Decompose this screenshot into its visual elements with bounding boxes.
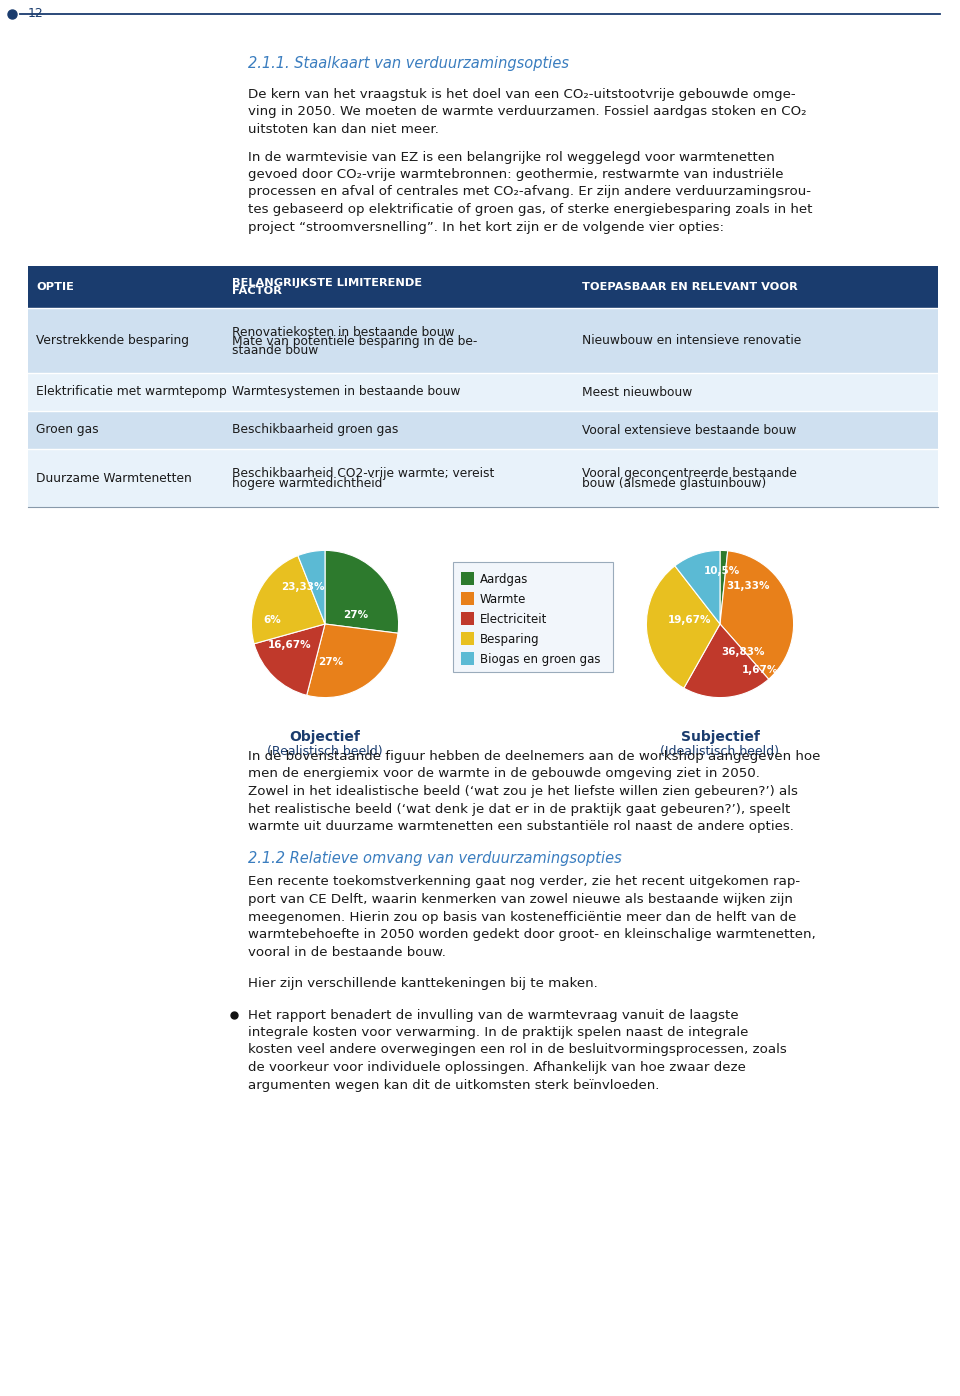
- Text: 23,33%: 23,33%: [281, 582, 324, 592]
- Text: de voorkeur voor individuele oplossingen. Afhankelijk van hoe zwaar deze: de voorkeur voor individuele oplossingen…: [248, 1061, 746, 1074]
- Text: Beschikbaarheid CO2-vrije warmte; vereist: Beschikbaarheid CO2-vrije warmte; vereis…: [231, 468, 494, 480]
- Bar: [461, 611, 474, 625]
- Text: 6%: 6%: [263, 616, 281, 625]
- Text: warmtebehoefte in 2050 worden gedekt door groot- en kleinschalige warmtenetten,: warmtebehoefte in 2050 worden gedekt doo…: [248, 928, 816, 941]
- Text: 31,33%: 31,33%: [726, 581, 770, 591]
- Text: Groen gas: Groen gas: [36, 423, 99, 437]
- Text: Vooral extensieve bestaande bouw: Vooral extensieve bestaande bouw: [582, 423, 797, 437]
- Text: men de energiemix voor de warmte in de gebouwde omgeving ziet in 2050.: men de energiemix voor de warmte in de g…: [248, 768, 760, 780]
- Text: Aardgas: Aardgas: [480, 572, 528, 586]
- Wedge shape: [306, 624, 398, 698]
- Text: warmte uit duurzame warmtenetten een substantiële rol naast de andere opties.: warmte uit duurzame warmtenetten een sub…: [248, 819, 794, 833]
- Text: Subjectief: Subjectief: [681, 730, 759, 744]
- Text: argumenten wegen kan dit de uitkomsten sterk beïnvloeden.: argumenten wegen kan dit de uitkomsten s…: [248, 1079, 660, 1092]
- Text: 2.1.2 Relatieve omvang van verduurzamingsopties: 2.1.2 Relatieve omvang van verduurzaming…: [248, 852, 622, 867]
- Text: project “stroomversnelling”. In het kort zijn er de volgende vier opties:: project “stroomversnelling”. In het kort…: [248, 221, 724, 233]
- Text: port van CE Delft, waarin kenmerken van zowel nieuwe als bestaande wijken zijn: port van CE Delft, waarin kenmerken van …: [248, 893, 793, 906]
- Bar: [461, 592, 474, 604]
- Text: meegenomen. Hierin zou op basis van kostenefficiëntie meer dan de helft van de: meegenomen. Hierin zou op basis van kost…: [248, 910, 797, 924]
- Text: 27%: 27%: [344, 610, 369, 620]
- Text: Meest nieuwbouw: Meest nieuwbouw: [582, 385, 692, 398]
- Text: Biogas en groen gas: Biogas en groen gas: [480, 653, 601, 666]
- Text: bouw (alsmede glastuinbouw): bouw (alsmede glastuinbouw): [582, 476, 766, 490]
- Text: Hier zijn verschillende kanttekeningen bij te maken.: Hier zijn verschillende kanttekeningen b…: [248, 977, 598, 990]
- Bar: [28, 309, 938, 373]
- Text: processen en afval of centrales met CO₂-afvang. Er zijn andere verduurzamingsrou: processen en afval of centrales met CO₂-…: [248, 186, 811, 198]
- Text: vooral in de bestaande bouw.: vooral in de bestaande bouw.: [248, 945, 446, 959]
- Text: kosten veel andere overwegingen een rol in de besluitvormingsprocessen, zoals: kosten veel andere overwegingen een rol …: [248, 1043, 787, 1057]
- Bar: [461, 632, 474, 645]
- Text: TOEPASBAAR EN RELEVANT VOOR: TOEPASBAAR EN RELEVANT VOOR: [582, 282, 798, 292]
- Text: Een recente toekomstverkenning gaat nog verder, zie het recent uitgekomen rap-: Een recente toekomstverkenning gaat nog …: [248, 875, 800, 888]
- Text: 2.1.1. Staalkaart van verduurzamingsopties: 2.1.1. Staalkaart van verduurzamingsopti…: [248, 56, 569, 71]
- Text: In de warmtevisie van EZ is een belangrijke rol weggelegd voor warmtenetten: In de warmtevisie van EZ is een belangri…: [248, 151, 775, 163]
- Text: BELANGRIJKSTE LIMITERENDE: BELANGRIJKSTE LIMITERENDE: [231, 278, 421, 289]
- Text: Het rapport benadert de invulling van de warmtevraag vanuit de laagste: Het rapport benadert de invulling van de…: [248, 1008, 738, 1022]
- Text: Renovatiekosten in bestaande bouw: Renovatiekosten in bestaande bouw: [231, 327, 454, 339]
- Text: Elektrificatie met warmtepomp: Elektrificatie met warmtepomp: [36, 385, 227, 398]
- Wedge shape: [684, 624, 769, 698]
- Text: (Realistisch beeld): (Realistisch beeld): [267, 745, 383, 758]
- Text: 10,5%: 10,5%: [704, 565, 739, 577]
- Text: ving in 2050. We moeten de warmte verduurzamen. Fossiel aardgas stoken en CO₂: ving in 2050. We moeten de warmte verduu…: [248, 106, 806, 119]
- Wedge shape: [325, 550, 398, 634]
- Text: gevoed door CO₂-vrije warmtebronnen: geothermie, restwarmte van industriële: gevoed door CO₂-vrije warmtebronnen: geo…: [248, 168, 783, 181]
- Text: uitstoten kan dan niet meer.: uitstoten kan dan niet meer.: [248, 123, 439, 135]
- Text: tes gebaseerd op elektrificatie of groen gas, of sterke energiebesparing zoals i: tes gebaseerd op elektrificatie of groen…: [248, 202, 812, 216]
- Text: 16,67%: 16,67%: [268, 639, 311, 649]
- Text: Vooral geconcentreerde bestaande: Vooral geconcentreerde bestaande: [582, 468, 797, 480]
- Text: OPTIE: OPTIE: [36, 282, 74, 292]
- Text: Electriciteit: Electriciteit: [480, 613, 547, 625]
- Wedge shape: [720, 551, 794, 680]
- Text: De kern van het vraagstuk is het doel van een CO₂-uitstootvrije gebouwde omge-: De kern van het vraagstuk is het doel va…: [248, 88, 796, 101]
- Wedge shape: [646, 565, 720, 688]
- Text: 19,67%: 19,67%: [667, 616, 710, 625]
- Text: FACTOR: FACTOR: [231, 286, 281, 296]
- Text: Duurzame Warmtenetten: Duurzame Warmtenetten: [36, 472, 192, 484]
- Wedge shape: [720, 550, 728, 624]
- Bar: [28, 450, 938, 507]
- Text: Mate van potentiële besparing in de be-: Mate van potentiële besparing in de be-: [231, 335, 477, 348]
- Text: staande bouw: staande bouw: [231, 343, 318, 357]
- Wedge shape: [675, 550, 720, 624]
- Bar: [28, 373, 938, 410]
- Text: Zowel in het idealistische beeld (‘wat zou je het liefste willen zien gebeuren?’: Zowel in het idealistische beeld (‘wat z…: [248, 785, 798, 799]
- Text: In de bovenstaande figuur hebben de deelnemers aan de workshop aangegeven hoe: In de bovenstaande figuur hebben de deel…: [248, 750, 821, 764]
- Text: het realistische beeld (‘wat denk je dat er in de praktijk gaat gebeuren?’), spe: het realistische beeld (‘wat denk je dat…: [248, 803, 790, 815]
- Text: Warmtesystemen in bestaande bouw: Warmtesystemen in bestaande bouw: [231, 385, 460, 398]
- Wedge shape: [254, 624, 325, 695]
- Bar: [453, 563, 613, 671]
- Text: hogere warmtedichtheid: hogere warmtedichtheid: [231, 476, 382, 490]
- Text: integrale kosten voor verwarming. In de praktijk spelen naast de integrale: integrale kosten voor verwarming. In de …: [248, 1026, 749, 1039]
- Wedge shape: [298, 550, 325, 624]
- Bar: [461, 572, 474, 585]
- Text: Verstrekkende besparing: Verstrekkende besparing: [36, 334, 189, 348]
- Bar: [28, 410, 938, 450]
- Text: Nieuwbouw en intensieve renovatie: Nieuwbouw en intensieve renovatie: [582, 334, 802, 348]
- Bar: [461, 652, 474, 664]
- Bar: [28, 267, 938, 309]
- Text: Warmte: Warmte: [480, 593, 526, 606]
- Text: 12: 12: [28, 7, 44, 20]
- Text: Beschikbaarheid groen gas: Beschikbaarheid groen gas: [231, 423, 398, 437]
- Text: (Idealistisch beeld): (Idealistisch beeld): [660, 745, 780, 758]
- Text: Besparing: Besparing: [480, 632, 540, 646]
- Text: 27%: 27%: [319, 658, 344, 667]
- Text: 1,67%: 1,67%: [742, 664, 779, 674]
- Text: Objectief: Objectief: [290, 730, 360, 744]
- Text: 36,83%: 36,83%: [722, 646, 765, 658]
- Wedge shape: [252, 556, 325, 644]
